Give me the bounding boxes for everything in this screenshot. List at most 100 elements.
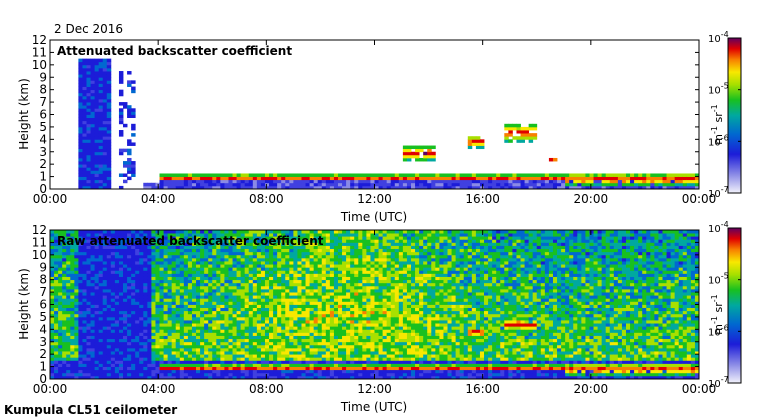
heatmap-cell [317,341,323,346]
heatmap-cell [362,276,367,281]
heatmap-cell [102,167,108,171]
heatmap-cell [301,344,306,349]
heatmap-cell [208,329,213,333]
heatmap-cell [293,326,298,330]
heatmap-cell [269,288,274,293]
heatmap-cell [342,236,347,240]
heatmap-cell [74,341,79,346]
heatmap-cell [127,304,132,308]
heatmap-cell [504,123,509,128]
heatmap-cell [167,301,173,305]
heatmap-cell [301,173,306,177]
heatmap-cell [346,323,351,327]
heatmap-cell [66,273,71,277]
heatmap-cell [248,351,254,355]
heatmap-cell [577,182,582,187]
heatmap-cell [82,142,87,146]
heatmap-cell [171,320,177,324]
heatmap-cell [94,285,100,290]
heatmap-cell [78,64,83,69]
heatmap-cell [102,354,108,358]
heatmap-cell [220,264,225,268]
heatmap-cell [183,179,189,184]
heatmap-cell [74,344,79,349]
heatmap-cell [86,313,91,318]
heatmap-cell [244,351,250,355]
heatmap-cell [333,372,339,377]
heatmap-cell [366,354,371,358]
heatmap-cell [159,307,164,312]
heatmap-cell [260,307,266,312]
heatmap-cell [102,114,108,118]
heatmap-cell [329,344,335,349]
heatmap-cell [273,282,278,287]
heatmap-cell [123,316,128,321]
heatmap-cell [163,233,169,237]
heatmap-cell [625,179,631,184]
heatmap-cell [313,304,319,308]
heatmap-cell [240,179,246,184]
heatmap-cell [634,179,639,184]
heatmap-cell [82,64,87,69]
heatmap-cell [548,185,554,189]
heatmap-cell [90,372,96,377]
heatmap-cell [102,71,108,75]
heatmap-cell [98,285,104,290]
heatmap-cell [224,264,229,268]
heatmap-cell [110,363,116,367]
heatmap-cell [94,123,100,128]
heatmap-cell [187,254,193,259]
heatmap-cell [244,264,250,268]
heatmap-cell [232,298,237,302]
heatmap-cell [106,282,112,287]
heatmap-cell [78,326,83,330]
heatmap-cell [54,279,59,284]
heatmap-cell [106,338,112,343]
heatmap-cell [520,130,525,134]
heatmap-cell [277,338,282,343]
heatmap-cell [58,329,63,333]
heatmap-cell [277,179,282,184]
heatmap-cell [50,282,55,287]
heatmap-cell [106,182,112,187]
heatmap-cell [86,61,91,66]
heatmap-cell [220,304,225,308]
heatmap-cell [147,307,152,312]
heatmap-cell [313,332,319,336]
heatmap-cell [293,273,298,277]
heatmap-cell [155,329,160,333]
heatmap-cell [175,279,181,284]
heatmap-cell [90,242,96,246]
heatmap-cell [224,285,229,290]
heatmap-cell [382,182,388,187]
heatmap-cell [297,279,302,284]
heatmap-cell [171,288,177,293]
heatmap-cell [175,369,181,374]
heatmap-cell [256,298,262,302]
heatmap-cell [98,120,104,125]
heatmap-cell [54,326,59,330]
heatmap-cell [208,273,213,277]
heatmap-cell [151,182,156,187]
heatmap-cell [244,335,250,340]
heatmap-cell [354,338,359,343]
heatmap-cell [179,273,185,277]
heatmap-cell [252,273,258,277]
heatmap-cell [248,372,254,377]
heatmap-cell [394,179,400,184]
heatmap-cell [200,354,205,358]
heatmap-cell [256,179,262,184]
heatmap-cell [309,313,315,318]
heatmap-cell [232,245,237,250]
heatmap-cell [333,369,339,374]
heatmap-cell [260,267,266,271]
heatmap-cell [224,329,229,333]
heatmap-cell [163,366,169,371]
heatmap-cell [131,288,136,293]
heatmap-cell [58,369,63,374]
heatmap-cell [382,176,388,181]
heatmap-cell [131,323,136,327]
heatmap-cell [337,257,343,262]
heatmap-cell [277,251,282,256]
heatmap-cell [220,185,225,189]
